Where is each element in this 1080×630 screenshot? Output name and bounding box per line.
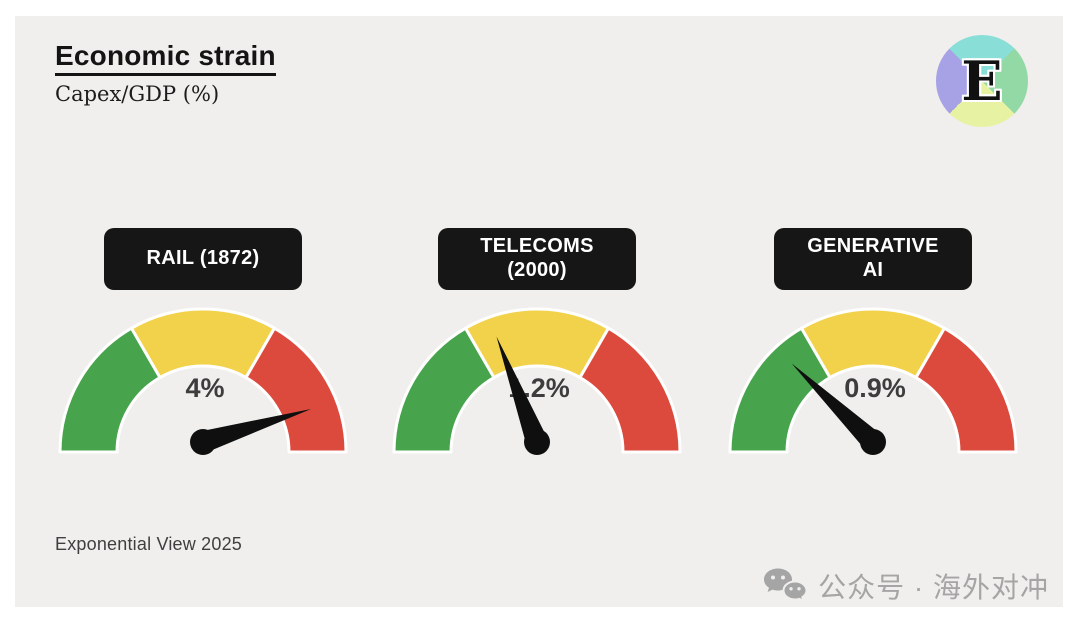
gauge-rail-1872: 4% <box>58 307 348 455</box>
watermark-text: 公众号 · 海外对冲 <box>818 572 1049 603</box>
gauge-label-telecoms-2000: TELECOMS (2000) <box>438 228 636 290</box>
gauge-label-generative-ai: GENERATIVE AI <box>774 228 972 290</box>
gauge-needle-pivot <box>524 429 550 455</box>
gauge-needle-pivot <box>860 429 886 455</box>
gauge-label-line: GENERATIVE <box>807 235 939 258</box>
gauge-generative-ai: 0.9% <box>728 307 1018 455</box>
gauge-value-generative-ai: 0.9% <box>844 373 906 403</box>
gauge-arc-red <box>914 326 1018 454</box>
slide: Economic strain Capex/GDP (%) E RAIL (18… <box>15 16 1063 607</box>
gauge-needle-telecoms-2000 <box>496 336 548 446</box>
source-credit: Exponential View 2025 <box>55 534 243 554</box>
page-subtitle: Capex/GDP (%) <box>55 82 220 106</box>
gauge-label-line: AI <box>862 259 884 281</box>
gauge-label-line: (2000) <box>507 259 567 281</box>
gauges-row: RAIL (1872) 4% TELECOMS (2000) 1.2% GENERATIV… <box>15 16 1063 607</box>
wechat-icon <box>764 568 808 603</box>
gauge-label-line: TELECOMS <box>480 235 594 258</box>
gauge-value-rail-1872: 4% <box>185 373 224 403</box>
gauge-telecoms-2000: 1.2% <box>392 307 682 455</box>
gauge-needle-pivot <box>190 429 216 455</box>
watermark: 公众号 · 海外对冲 <box>762 566 1049 606</box>
gauge-arc-red <box>244 326 348 454</box>
gauge-arc-red <box>578 326 682 454</box>
page-title: Economic strain <box>55 40 276 76</box>
gauge-needle-rail-1872 <box>199 408 312 453</box>
gauge-label-rail-1872: RAIL (1872) <box>104 228 302 290</box>
logo-letter: E <box>961 49 1003 113</box>
gauge-label-line: RAIL (1872) <box>146 247 260 270</box>
exponential-view-logo: E <box>936 35 1028 127</box>
gauge-needle-generative-ai <box>791 363 881 450</box>
